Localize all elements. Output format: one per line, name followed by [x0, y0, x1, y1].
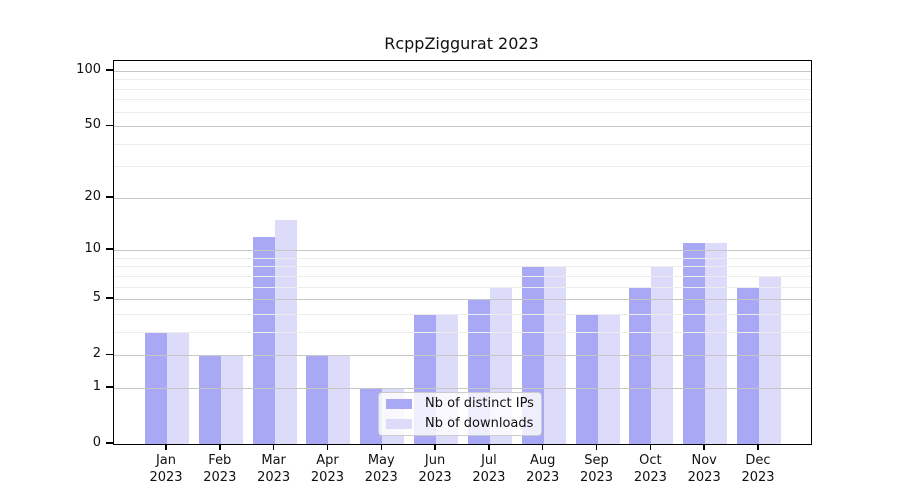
legend-swatch-downloads [386, 419, 412, 429]
bar-ips-sep [575, 313, 598, 444]
minor-gridline-3 [114, 331, 811, 333]
x-tick-label-year: 2023 [741, 470, 775, 485]
minor-gridline-6 [114, 286, 811, 288]
x-tick-mark-apr [326, 444, 329, 451]
bar-ips-mar [252, 236, 275, 444]
gridline-50 [114, 126, 811, 128]
gridline-100 [114, 71, 811, 72]
minor-gridline-7 [114, 275, 811, 277]
x-tick-mark-aug [542, 444, 544, 451]
chart-title: RcppZiggurat 2023 [384, 34, 539, 53]
x-tick-label-jan: Jan 2023 [139, 452, 193, 486]
x-tick-label-year: 2023 [418, 470, 452, 485]
bar-ips-feb [198, 355, 221, 444]
y-tick-label-50: 50 [84, 117, 101, 133]
gridline-20 [114, 197, 811, 199]
bar-ips-oct [629, 286, 652, 444]
minor-gridline-40 [114, 143, 811, 145]
x-tick-label-mar: Mar 2023 [247, 452, 301, 486]
minor-gridline-30 [114, 166, 811, 168]
bar-ips-nov [683, 243, 706, 444]
y-tick-label-100: 100 [76, 62, 101, 77]
x-tick-label-sep: Sep 2023 [570, 452, 624, 486]
bar-downloads-dec [759, 275, 781, 444]
bar-downloads-aug [543, 266, 566, 444]
x-tick-label-year: 2023 [364, 470, 398, 485]
x-tick-mark-feb [219, 444, 221, 451]
y-tick-mark-100 [106, 69, 113, 71]
bar-downloads-sep [597, 313, 620, 444]
x-tick-mark-jan [165, 444, 167, 451]
x-tick-mark-oct [649, 444, 652, 451]
bar-downloads-apr [328, 355, 351, 444]
y-tick-label-20: 20 [84, 188, 101, 204]
minor-gridline-4 [114, 313, 811, 315]
x-tick-label-jul: Jul 2023 [462, 452, 516, 486]
gridline-2 [114, 355, 811, 357]
x-tick-mark-jul [488, 444, 490, 451]
y-tick-mark-10 [106, 248, 113, 250]
x-tick-label-year: 2023 [203, 470, 237, 485]
gridline-5 [114, 299, 811, 301]
x-tick-label-year: 2023 [257, 470, 291, 485]
bar-ips-apr [306, 355, 329, 444]
minor-gridline-90 [114, 79, 811, 81]
y-tick-label-0: 0 [92, 435, 101, 450]
bar-ips-may [360, 387, 383, 444]
x-tick-label-feb: Feb 2023 [193, 452, 247, 486]
bar-downloads-oct [651, 266, 674, 444]
y-tick-mark-20 [106, 196, 113, 198]
y-tick-label-10: 10 [84, 241, 101, 257]
y-tick-mark-1 [106, 386, 113, 388]
gridline-1 [114, 387, 811, 389]
minor-gridline-8 [114, 266, 811, 268]
x-tick-mark-nov [703, 444, 705, 451]
x-tick-label-year: 2023 [687, 470, 721, 485]
minor-gridline-9 [114, 257, 811, 259]
y-tick-label-2: 2 [92, 346, 101, 362]
bar-downloads-nov [705, 243, 728, 444]
legend-label: Nb of downloads [425, 416, 534, 431]
x-tick-label-year: 2023 [579, 470, 614, 485]
minor-gridline-80 [114, 88, 811, 90]
plot-area [113, 60, 812, 445]
x-tick-label-nov: Nov 2023 [677, 452, 731, 486]
x-tick-mark-jun [434, 444, 436, 451]
legend-label: Nb of distinct IPs [425, 396, 534, 411]
y-tick-mark-0 [106, 442, 113, 444]
y-tick-mark-5 [106, 297, 113, 299]
x-tick-mark-may [380, 444, 382, 451]
x-tick-label-year: 2023 [149, 470, 183, 485]
y-tick-mark-50 [106, 124, 113, 126]
x-tick-label-apr: Apr 2023 [300, 452, 354, 486]
bar-downloads-feb [220, 355, 243, 444]
gridline-10 [114, 250, 811, 252]
x-tick-mark-mar [272, 444, 275, 451]
bar-ips-dec [737, 286, 759, 444]
y-tick-label-1: 1 [92, 378, 101, 394]
legend: Nb of distinct IPs Nb of downloads [378, 392, 542, 436]
x-tick-label-oct: Oct 2023 [623, 452, 677, 486]
x-tick-label-year: 2023 [310, 470, 344, 485]
x-tick-label-year: 2023 [526, 470, 560, 485]
legend-item-downloads: Nb of downloads [379, 415, 541, 433]
x-tick-label-dec: Dec 2023 [731, 452, 785, 486]
x-tick-label-aug: Aug 2023 [516, 452, 570, 486]
x-tick-mark-dec [757, 444, 759, 451]
x-tick-label-may: May 2023 [354, 452, 408, 486]
x-tick-label-year: 2023 [633, 470, 667, 485]
legend-swatch-distinct-ips [386, 399, 412, 409]
minor-gridline-70 [114, 99, 811, 101]
x-tick-label-year: 2023 [472, 470, 506, 485]
x-tick-mark-sep [595, 444, 598, 451]
y-tick-mark-2 [106, 353, 113, 355]
y-tick-label-5: 5 [92, 290, 101, 306]
legend-item-distinct-ips: Nb of distinct IPs [379, 395, 541, 413]
minor-gridline-60 [114, 111, 811, 113]
x-tick-label-jun: Jun 2023 [408, 452, 462, 486]
